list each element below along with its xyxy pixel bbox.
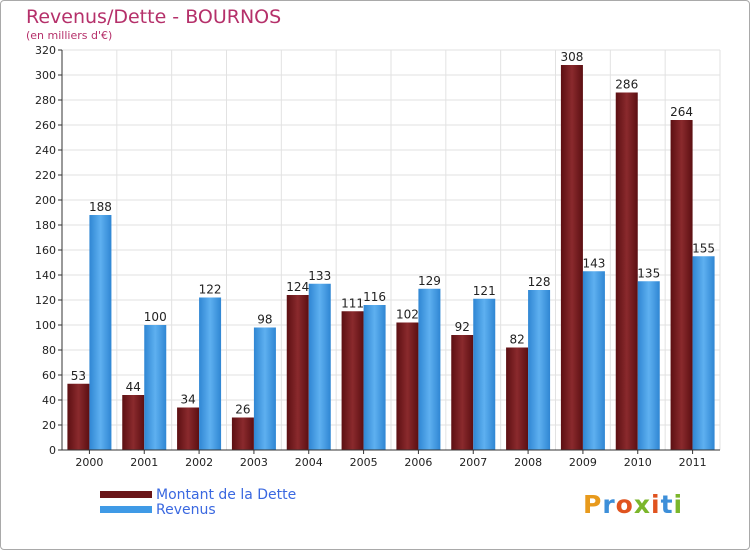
data-label-revenue-2010: 135	[637, 266, 660, 280]
y-tick-label: 200	[35, 194, 56, 207]
grid-layer	[61, 49, 721, 451]
data-label-debt-2006: 102	[396, 308, 419, 322]
data-label-debt-2008: 82	[509, 333, 524, 347]
data-label-revenue-2002: 122	[199, 283, 222, 297]
y-tick-label: 220	[35, 169, 56, 182]
data-label-debt-2000: 53	[71, 369, 86, 383]
logo-letter: x	[633, 490, 651, 519]
data-label-debt-2001: 44	[126, 380, 141, 394]
logo-letter: t	[660, 490, 674, 519]
x-tick-label-2009: 2009	[569, 456, 597, 469]
logo-letter: i	[651, 490, 661, 519]
y-tick-label: 300	[35, 69, 56, 82]
x-tick-label-2003: 2003	[240, 456, 268, 469]
y-tick-label: 260	[35, 119, 56, 132]
y-tick-label: 40	[42, 394, 56, 407]
x-tick-label-2006: 2006	[404, 456, 432, 469]
logo-letter: r	[602, 490, 616, 519]
bar-debt-2009	[560, 65, 583, 450]
legend: Montant de la Dette Revenus	[100, 487, 296, 517]
data-label-revenue-2003: 98	[257, 313, 272, 327]
chart-title: Revenus/Dette - BOURNOS	[26, 6, 282, 28]
bar-revenue-2009	[582, 271, 605, 450]
x-tick-label-2008: 2008	[514, 456, 542, 469]
data-label-debt-2009: 308	[560, 50, 583, 64]
bar-layer	[67, 65, 715, 450]
x-tick-label-2002: 2002	[185, 456, 213, 469]
legend-item-revenue: Revenus	[100, 502, 296, 517]
data-label-debt-2010: 286	[615, 78, 638, 92]
data-label-debt-2002: 34	[180, 393, 195, 407]
bar-revenue-2006	[418, 288, 441, 450]
y-tick-label: 320	[35, 44, 56, 57]
y-tick-label: 180	[35, 219, 56, 232]
y-tick-label: 160	[35, 244, 56, 257]
y-tick-label: 280	[35, 94, 56, 107]
y-tick-label: 100	[35, 319, 56, 332]
bar-debt-2006	[396, 322, 419, 450]
logo-letter: o	[615, 490, 634, 519]
logo-letter: i	[673, 490, 684, 519]
bar-revenue-2001	[144, 325, 167, 450]
bar-debt-2007	[451, 335, 474, 450]
data-label-revenue-2008: 128	[528, 275, 551, 289]
y-tick-label: 0	[49, 444, 56, 457]
data-label-revenue-2001: 100	[144, 310, 167, 324]
data-label-debt-2005: 111	[341, 296, 364, 310]
legend-item-debt: Montant de la Dette	[100, 487, 296, 502]
axis-layer	[58, 49, 720, 454]
data-label-revenue-2011: 155	[692, 241, 715, 255]
bar-debt-2005	[341, 311, 364, 450]
y-tick-label: 240	[35, 144, 56, 157]
y-tick-label: 120	[35, 294, 56, 307]
data-label-debt-2003: 26	[235, 403, 250, 417]
legend-label-debt: Montant de la Dette	[156, 486, 297, 503]
y-tick-label: 80	[42, 344, 56, 357]
bar-debt-2003	[231, 417, 254, 450]
bar-revenue-2005	[363, 305, 386, 450]
data-label-revenue-2006: 129	[418, 274, 441, 288]
data-label-revenue-2005: 116	[363, 290, 386, 304]
bar-revenue-2000	[89, 215, 112, 450]
chart-subtitle: (en milliers d'€)	[26, 29, 113, 42]
data-label-debt-2004: 124	[286, 280, 309, 294]
bar-debt-2010	[615, 92, 638, 450]
x-tick-label-2000: 2000	[75, 456, 103, 469]
data-label-debt-2007: 92	[455, 320, 470, 334]
bar-revenue-2004	[308, 283, 331, 450]
bar-debt-2000	[67, 383, 90, 450]
logo-letter: P	[583, 490, 603, 519]
bar-revenue-2002	[199, 297, 222, 450]
y-tick-label: 60	[42, 369, 56, 382]
bar-revenue-2007	[473, 298, 496, 450]
x-tick-label-2007: 2007	[459, 456, 487, 469]
x-tick-label-2011: 2011	[679, 456, 707, 469]
x-tick-label-2005: 2005	[350, 456, 378, 469]
data-label-debt-2011: 264	[670, 105, 693, 119]
bar-debt-2004	[286, 295, 309, 450]
legend-swatch-debt	[100, 491, 152, 498]
bar-revenue-2010	[637, 281, 660, 450]
bar-debt-2001	[122, 395, 145, 450]
bar-debt-2011	[670, 120, 693, 450]
label-layer: 0 20 40 60 80 100 120 140 160 180 200 220 240 260 280 3…	[35, 44, 715, 469]
y-tick-label: 20	[42, 419, 56, 432]
data-label-revenue-2004: 133	[308, 269, 331, 283]
data-label-revenue-2007: 121	[473, 284, 496, 298]
x-tick-label-2001: 2001	[130, 456, 158, 469]
bar-debt-2002	[177, 407, 200, 450]
data-label-revenue-2000: 188	[89, 200, 112, 214]
legend-label-revenue: Revenus	[156, 501, 216, 518]
bar-revenue-2003	[253, 327, 276, 450]
y-tick-label: 140	[35, 269, 56, 282]
legend-swatch-revenue	[100, 506, 152, 513]
x-tick-label-2004: 2004	[295, 456, 323, 469]
proxiti-logo: Proxiti	[583, 490, 683, 519]
bar-revenue-2011	[692, 256, 715, 450]
bar-debt-2008	[506, 347, 529, 450]
data-label-revenue-2009: 143	[582, 256, 605, 270]
x-tick-label-2010: 2010	[624, 456, 652, 469]
bar-revenue-2008	[528, 290, 551, 450]
